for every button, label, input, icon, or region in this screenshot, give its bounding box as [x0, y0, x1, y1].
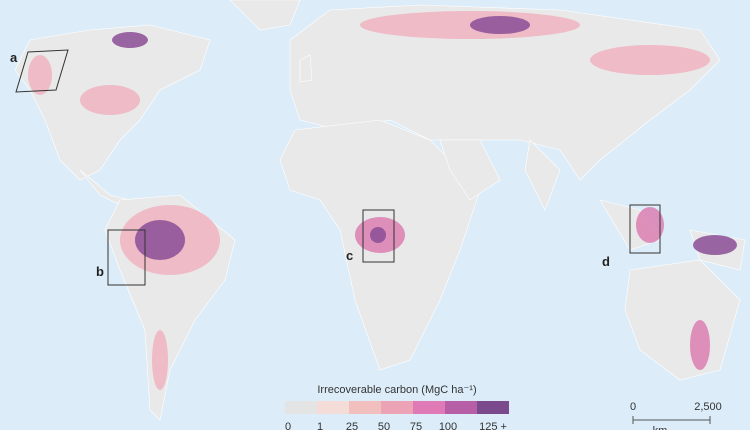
legend-swatch: [381, 401, 413, 414]
legend-label: 25: [346, 421, 358, 430]
legend-label: 100: [439, 421, 457, 430]
panel-label: c: [346, 248, 353, 263]
legend-swatch: [285, 401, 317, 414]
legend-title: Irrecoverable carbon (MgC ha⁻¹): [317, 384, 476, 396]
legend-swatch: [477, 401, 509, 414]
scale-label: 0: [630, 401, 636, 413]
panel-label: d: [602, 254, 610, 269]
panel-label: b: [96, 264, 104, 279]
legend-swatch: [349, 401, 381, 414]
legend-label: 1: [317, 421, 323, 430]
scale-unit: km: [653, 425, 668, 430]
legend-swatch: [445, 401, 477, 414]
legend-label: 50: [378, 421, 390, 430]
scale-label: 2,500: [694, 401, 722, 413]
legend-swatch: [413, 401, 445, 414]
panel-label: a: [10, 50, 18, 65]
legend-label: 75: [410, 421, 422, 430]
legend-label: 125 +: [479, 421, 507, 430]
legend-label: 0: [285, 421, 291, 430]
study-boxes: [15, 49, 661, 286]
legend-swatch: [317, 401, 349, 414]
legend: 0 1 25 50 75 100 125 +: [285, 401, 509, 430]
